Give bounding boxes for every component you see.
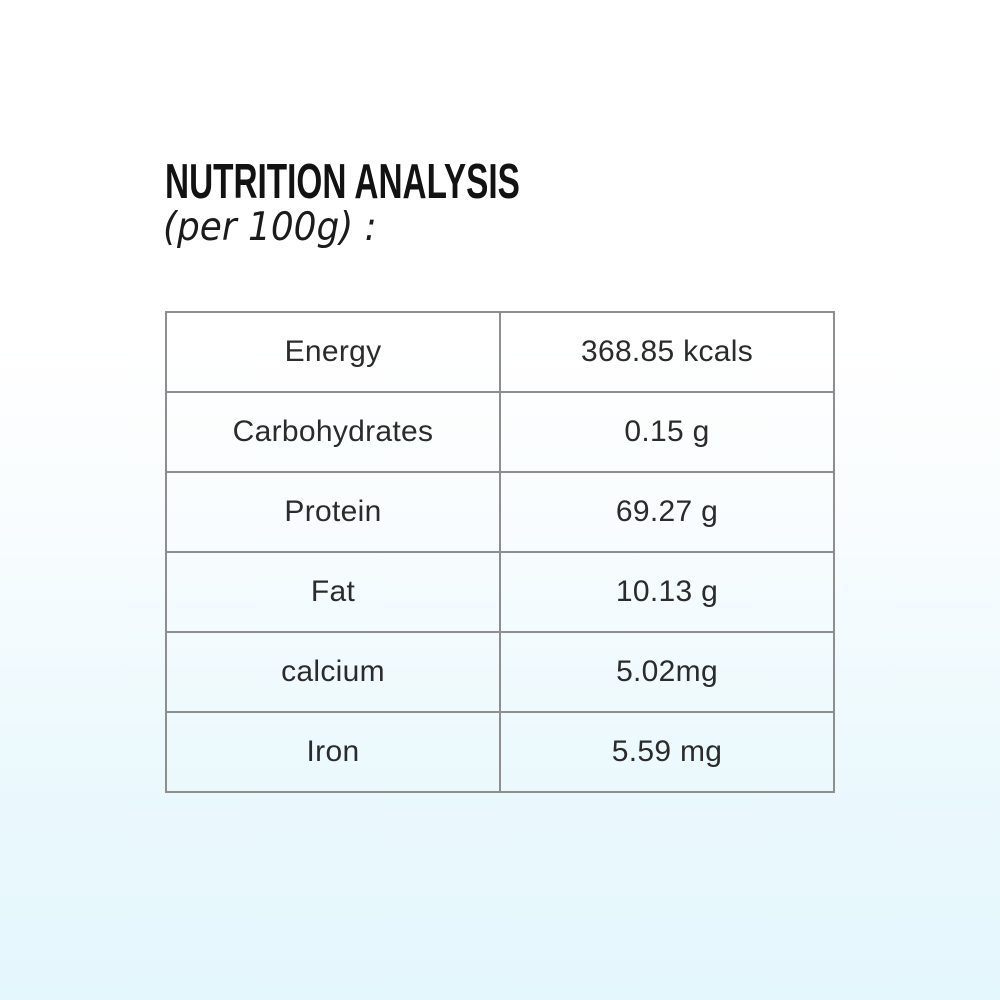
page-title: NUTRITION ANALYSIS [165, 155, 520, 209]
table-row: calcium 5.02mg [165, 631, 835, 713]
nutrient-label-cell: Protein [165, 471, 501, 553]
table-row: Fat 10.13 g [165, 551, 835, 633]
table-row: Iron 5.59 mg [165, 711, 835, 793]
table-row: Energy 368.85 kcals [165, 311, 835, 393]
table-row: Carbohydrates 0.15 g [165, 391, 835, 473]
nutrient-value-cell: 368.85 kcals [499, 311, 835, 393]
table-row: Protein 69.27 g [165, 471, 835, 553]
nutrient-label-cell: Energy [165, 311, 501, 393]
nutrient-label-cell: Fat [165, 551, 501, 633]
nutrient-label-cell: Carbohydrates [165, 391, 501, 473]
page-subtitle: (per 100g) : [163, 205, 377, 250]
nutrient-label-cell: Iron [165, 711, 501, 793]
nutrient-label-cell: calcium [165, 631, 501, 713]
nutrient-value-cell: 5.59 mg [499, 711, 835, 793]
nutrition-table-body: Energy 368.85 kcals Carbohydrates 0.15 g Pro… [165, 311, 835, 793]
nutrient-value-cell: 0.15 g [499, 391, 835, 473]
nutrient-value-cell: 69.27 g [499, 471, 835, 553]
nutrition-table: Energy 368.85 kcals Carbohydrates 0.15 g Pro… [165, 311, 835, 793]
nutrient-value-cell: 5.02mg [499, 631, 835, 713]
nutrient-value-cell: 10.13 g [499, 551, 835, 633]
